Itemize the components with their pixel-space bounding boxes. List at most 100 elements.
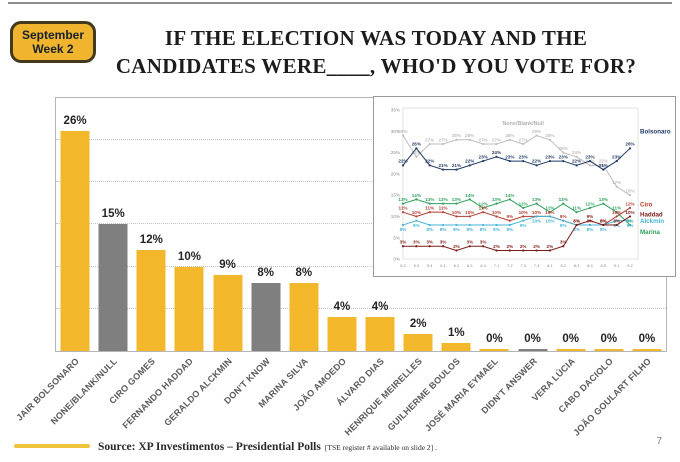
point-value-label: 3%	[440, 240, 447, 245]
point-value-label: 8%	[426, 227, 433, 232]
bar	[174, 266, 204, 351]
point-value-label: 3%	[480, 240, 487, 245]
data-point	[615, 159, 618, 163]
inset-y-tick: 10%	[391, 214, 400, 219]
bar-value-label: 10%	[177, 250, 201, 263]
series-label-bolsonaro: Bolsonaro	[640, 128, 671, 135]
point-value-label: 10%	[532, 210, 541, 215]
data-point	[482, 245, 485, 248]
bar	[213, 274, 243, 351]
data-point	[508, 223, 511, 227]
bar-value-label: 4%	[371, 301, 389, 314]
data-point	[562, 245, 565, 248]
bar	[632, 349, 662, 351]
point-value-label: 10%	[625, 210, 634, 215]
data-point	[535, 215, 538, 218]
inset-y-tick: 25%	[391, 150, 400, 155]
footer-accent-line	[14, 444, 90, 448]
point-value-label: 13%	[492, 197, 501, 202]
bar-value-label: 9%	[219, 258, 236, 271]
data-point	[468, 138, 471, 141]
data-point	[615, 211, 618, 214]
point-value-label: 8%	[507, 227, 514, 232]
point-value-label: 2%	[453, 244, 460, 249]
point-value-label: 2%	[533, 244, 540, 249]
bar-value-label: 15%	[101, 208, 125, 221]
data-point	[588, 159, 592, 163]
inset-y-tick: 15%	[391, 193, 400, 198]
data-point	[401, 211, 405, 214]
data-point	[468, 164, 471, 167]
point-value-label: 14%	[412, 193, 421, 198]
point-value-label: 25%	[559, 146, 568, 151]
data-point	[441, 211, 445, 214]
data-point	[562, 202, 565, 205]
point-value-label: 3%	[466, 240, 473, 245]
bar-value-label: 0%	[562, 333, 579, 345]
data-point	[548, 211, 551, 214]
bar	[289, 283, 319, 351]
point-value-label: 21%	[452, 163, 461, 168]
bar	[365, 317, 395, 351]
point-value-label: 8%	[493, 227, 500, 232]
point-value-label: 12%	[585, 201, 594, 206]
point-value-label: 10%	[519, 210, 528, 215]
point-value-label: 23%	[585, 154, 594, 159]
point-value-label: 14%	[505, 193, 514, 198]
trend-inset-chart: 0% 5% 10% 15% 20% 25% 30% 35% 5.2 5.3 5.4 6.1 6.2 6.3…	[373, 96, 676, 277]
point-value-label: 28%	[545, 133, 554, 138]
series-label-alckmin: Alckmin	[640, 218, 664, 225]
bar-column: 1%	[437, 98, 475, 351]
inset-x-tick: 7.3	[520, 263, 526, 268]
bar-column: 9%	[209, 98, 247, 351]
point-value-label: 8%	[587, 227, 594, 232]
point-value-label: 11%	[439, 206, 448, 211]
point-value-label: 24%	[492, 150, 501, 155]
source-citation: Source: XP Investimentos – Presidential …	[98, 437, 437, 455]
data-point	[482, 159, 485, 163]
data-point	[495, 155, 498, 158]
data-point	[562, 219, 565, 222]
data-point	[428, 142, 431, 146]
bar-column: 12%	[132, 98, 170, 351]
point-value-label: 22%	[599, 159, 608, 164]
date-badge: September Week 2	[10, 21, 96, 63]
point-value-label: 8%	[573, 218, 580, 223]
point-value-label: 23%	[479, 154, 488, 159]
point-value-label: 13%	[599, 197, 608, 202]
data-point	[548, 159, 551, 163]
bar-column: 26%	[56, 98, 94, 351]
point-value-label: 10%	[465, 210, 474, 215]
data-point	[455, 215, 458, 218]
series-label-marina: Marina	[640, 229, 661, 236]
point-value-label: 10%	[532, 219, 541, 224]
point-value-label: 11%	[612, 206, 621, 211]
data-point	[508, 249, 511, 252]
bar-value-label: 2%	[409, 318, 427, 331]
data-point	[441, 168, 445, 171]
bar	[441, 342, 471, 351]
point-value-label: 29%	[398, 129, 407, 134]
point-value-label: 8%	[480, 227, 487, 232]
bar-value-label: 4%	[333, 301, 351, 314]
data-point	[575, 211, 578, 214]
data-point	[415, 215, 418, 218]
data-point	[495, 249, 498, 252]
trend-line-bolsonaro	[402, 147, 631, 171]
inset-y-tick: 30%	[391, 129, 400, 134]
point-value-label: 10%	[612, 210, 621, 215]
bar-value-label: 1%	[448, 326, 465, 339]
data-point	[468, 223, 471, 227]
point-value-label: 10%	[492, 210, 501, 215]
data-point	[535, 202, 538, 205]
point-value-label: 8%	[600, 218, 607, 223]
point-value-label: 23%	[559, 154, 568, 159]
data-point	[455, 202, 458, 205]
data-point	[562, 151, 565, 154]
point-value-label: 9%	[560, 223, 567, 228]
point-value-label: 2%	[493, 244, 500, 249]
point-value-label: 8%	[573, 227, 580, 232]
point-value-label: 8%	[400, 227, 407, 232]
gridline-25pct	[56, 138, 666, 140]
